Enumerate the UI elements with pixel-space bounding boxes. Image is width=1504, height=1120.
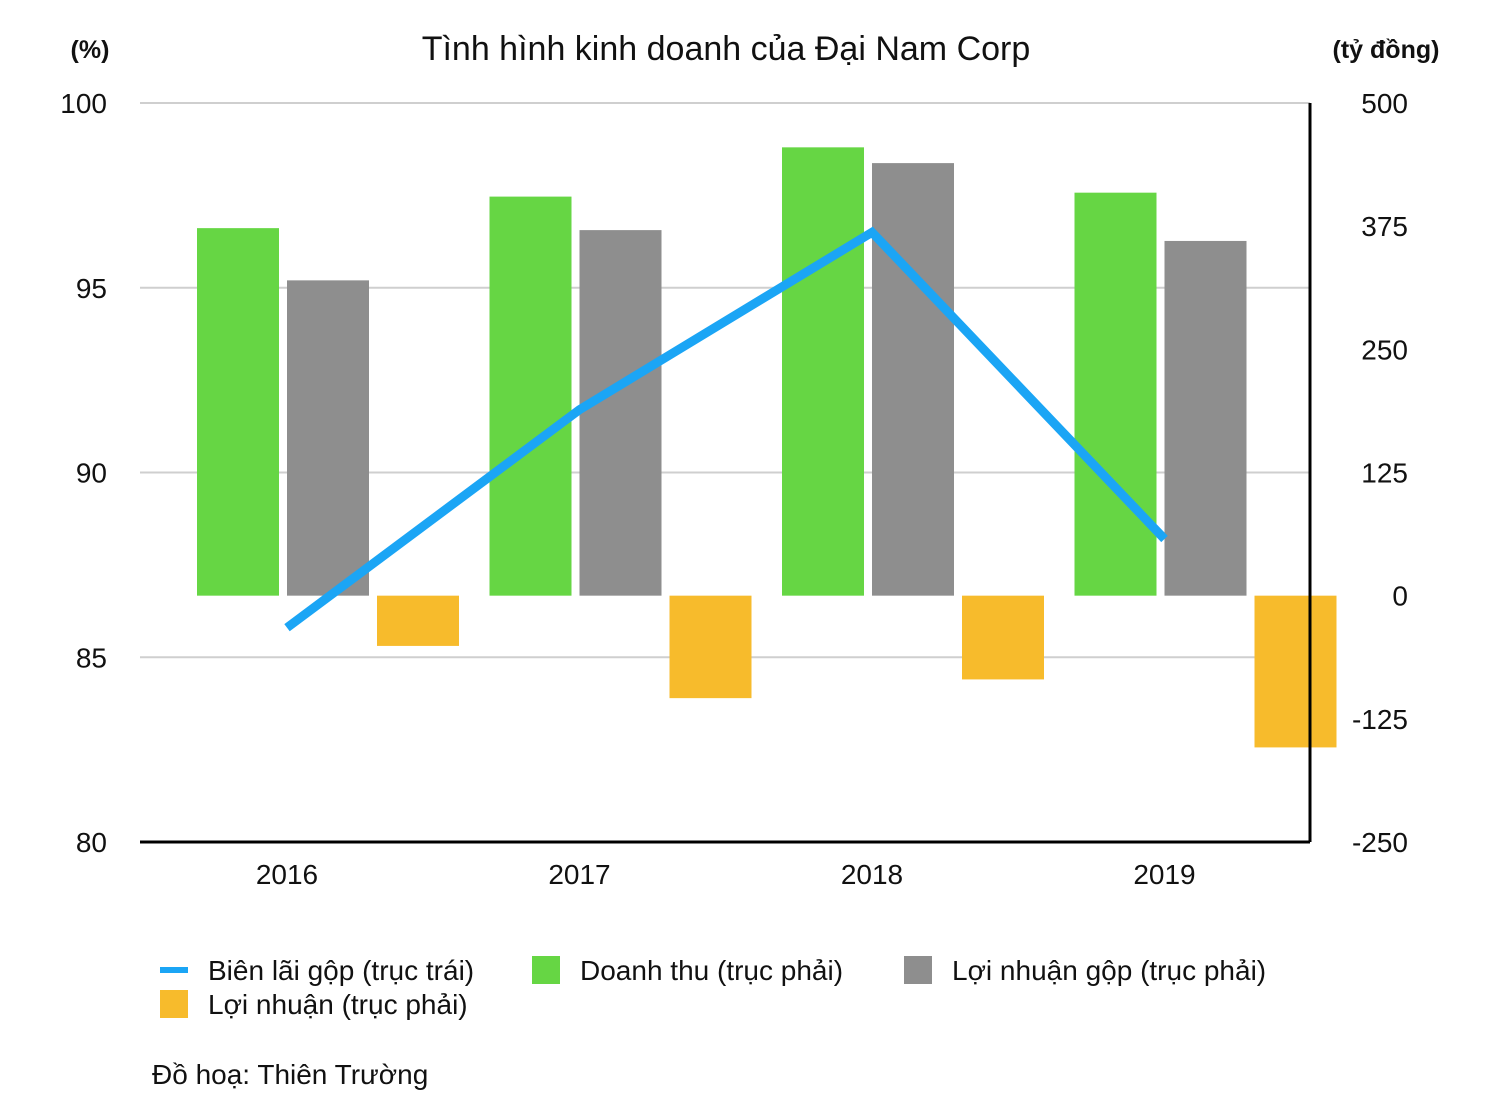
right-axis-unit: (tỷ đồng)	[1333, 36, 1440, 64]
bar-0-2018	[782, 147, 864, 596]
right-axis-tick-label: 250	[1361, 334, 1408, 365]
right-axis-tick-label: 0	[1392, 581, 1408, 612]
bar-0-2016	[197, 228, 279, 596]
bar-2-2018	[962, 595, 1044, 680]
legend-label: Doanh thu (trục phải)	[580, 955, 843, 986]
right-axis-tick-label: -125	[1352, 704, 1408, 735]
bar-1-2016	[287, 280, 369, 596]
bar-1-2017	[579, 230, 662, 596]
margin-line	[284, 226, 1168, 632]
left-axis-tick-label: 80	[76, 827, 107, 858]
legend-box-swatch	[904, 956, 932, 984]
right-axis-tick-label: -250	[1352, 827, 1408, 858]
bar-0-2019	[1074, 192, 1157, 596]
legend: Biên lãi gộp (trục trái) Doanh thu (trục …	[160, 955, 1266, 1020]
legend-label: Lợi nhuận (trục phải)	[208, 989, 468, 1020]
x-axis-label: 2016	[256, 859, 318, 890]
right-axis-tick-label: 375	[1361, 211, 1408, 242]
legend-item: Doanh thu (trục phải)	[532, 955, 843, 986]
bars	[197, 147, 1337, 748]
x-axis-label: 2019	[1133, 859, 1195, 890]
bar-0-2017	[489, 196, 572, 596]
bar-1-2018	[872, 163, 954, 596]
legend-item: Lợi nhuận (trục phải)	[160, 989, 468, 1020]
x-axis-label: 2017	[548, 859, 610, 890]
credit-text: Đồ hoạ: Thiên Trường	[152, 1059, 429, 1090]
x-axis-label: 2018	[841, 859, 903, 890]
left-axis-tick-label: 100	[60, 88, 107, 119]
legend-box-swatch	[532, 956, 560, 984]
legend-item: Lợi nhuận gộp (trục phải)	[904, 955, 1266, 986]
legend-box-swatch	[160, 990, 188, 1018]
bar-2-2019	[1254, 595, 1337, 748]
legend-item: Biên lãi gộp (trục trái)	[160, 955, 474, 986]
bar-2-2017	[669, 595, 752, 699]
left-axis-tick-label: 90	[76, 458, 107, 489]
chart-title: Tình hình kinh doanh của Đại Nam Corp	[422, 30, 1031, 68]
right-axis-tick-label: 500	[1361, 88, 1408, 119]
bar-2-2016	[377, 595, 459, 646]
bar-1-2019	[1164, 240, 1247, 596]
legend-label: Biên lãi gộp (trục trái)	[208, 955, 474, 986]
left-axis-tick-label: 95	[76, 273, 107, 304]
legend-label: Lợi nhuận gộp (trục phải)	[952, 955, 1266, 986]
right-axis-tick-label: 125	[1361, 458, 1408, 489]
left-axis-tick-label: 85	[76, 642, 107, 673]
left-axis-unit: (%)	[71, 36, 110, 64]
